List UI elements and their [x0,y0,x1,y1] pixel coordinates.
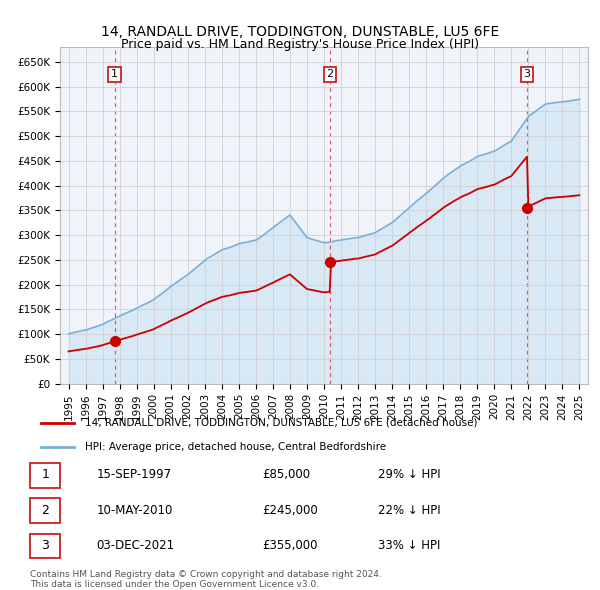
Text: 1: 1 [111,70,118,80]
Text: £355,000: £355,000 [262,539,317,552]
Text: £245,000: £245,000 [262,504,317,517]
Text: 3: 3 [524,70,530,80]
Text: 1: 1 [41,468,49,481]
Text: 33% ↓ HPI: 33% ↓ HPI [378,539,440,552]
Text: Price paid vs. HM Land Registry's House Price Index (HPI): Price paid vs. HM Land Registry's House … [121,38,479,51]
FancyBboxPatch shape [30,533,61,559]
Text: 14, RANDALL DRIVE, TODDINGTON, DUNSTABLE, LU5 6FE: 14, RANDALL DRIVE, TODDINGTON, DUNSTABLE… [101,25,499,40]
Text: 2: 2 [326,70,334,80]
Text: 14, RANDALL DRIVE, TODDINGTON, DUNSTABLE, LU5 6FE (detached house): 14, RANDALL DRIVE, TODDINGTON, DUNSTABLE… [85,418,478,428]
FancyBboxPatch shape [30,498,61,523]
Text: 22% ↓ HPI: 22% ↓ HPI [378,504,440,517]
Text: This data is licensed under the Open Government Licence v3.0.: This data is licensed under the Open Gov… [30,579,319,589]
FancyBboxPatch shape [30,463,61,488]
Text: Contains HM Land Registry data © Crown copyright and database right 2024.: Contains HM Land Registry data © Crown c… [30,570,382,579]
Text: 03-DEC-2021: 03-DEC-2021 [96,539,175,552]
Text: £85,000: £85,000 [262,468,310,481]
Text: HPI: Average price, detached house, Central Bedfordshire: HPI: Average price, detached house, Cent… [85,442,386,453]
Text: 29% ↓ HPI: 29% ↓ HPI [378,468,440,481]
Text: 10-MAY-2010: 10-MAY-2010 [96,504,173,517]
Text: 3: 3 [41,539,49,552]
Text: 2: 2 [41,504,49,517]
Text: 15-SEP-1997: 15-SEP-1997 [96,468,172,481]
